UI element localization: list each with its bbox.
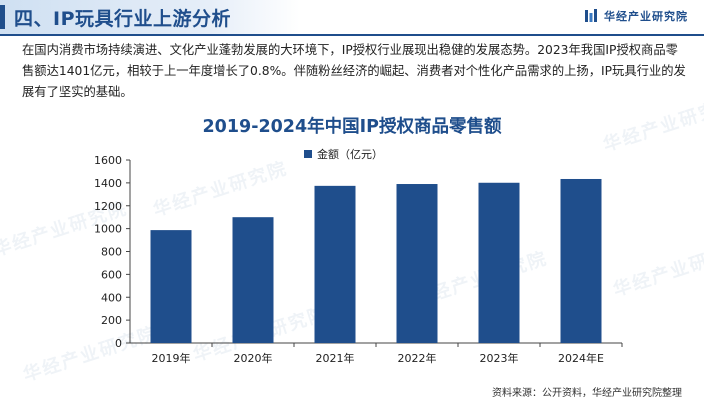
bar — [396, 184, 438, 343]
source-note: 资料来源：公开资料，华经产业研究院整理 — [492, 388, 682, 399]
bar — [478, 182, 520, 343]
chart-title: 2019-2024年中国IP授权商品零售额 — [202, 117, 502, 137]
y-tick-label: 200 — [101, 314, 122, 327]
chart-legend: 金额（亿元） — [304, 146, 383, 162]
header-divider — [0, 34, 704, 36]
y-tick-label: 1400 — [94, 177, 122, 190]
legend-swatch — [304, 150, 312, 158]
bar — [232, 217, 274, 343]
y-tick-label: 0 — [115, 337, 122, 350]
page-title: 四、IP玩具行业上游分析 — [14, 8, 231, 30]
brand-logo-icon — [585, 9, 597, 22]
title-band — [0, 0, 300, 34]
x-tick-label: 2023年 — [480, 351, 519, 365]
x-tick-label: 2022年 — [398, 351, 437, 365]
x-tick-label: 2019年 — [152, 351, 191, 365]
bar — [560, 178, 602, 343]
y-tick-label: 400 — [101, 291, 122, 304]
intro-paragraph: 在国内消费市场持续演进、文化产业蓬勃发展的大环境下，IP授权行业展现出稳健的发展… — [22, 43, 686, 99]
y-tick-label: 1000 — [94, 223, 122, 236]
y-tick-label: 800 — [101, 246, 122, 259]
legend-label: 金额（亿元） — [317, 148, 383, 161]
x-tick-label: 2021年 — [316, 351, 355, 365]
title-accent-bar — [0, 5, 5, 29]
header: 四、IP玩具行业上游分析 华经产业研究院 — [0, 0, 704, 34]
x-tick-label: 2020年 — [234, 351, 273, 365]
brand: 华经产业研究院 — [584, 8, 688, 24]
y-tick-label: 1600 — [94, 154, 122, 167]
x-tick-label: 2024年E — [558, 351, 604, 365]
bar — [314, 185, 356, 343]
y-tick-label: 1200 — [94, 200, 122, 213]
y-tick-label: 600 — [101, 268, 122, 281]
bar — [150, 230, 192, 343]
brand-name: 华经产业研究院 — [604, 10, 688, 23]
